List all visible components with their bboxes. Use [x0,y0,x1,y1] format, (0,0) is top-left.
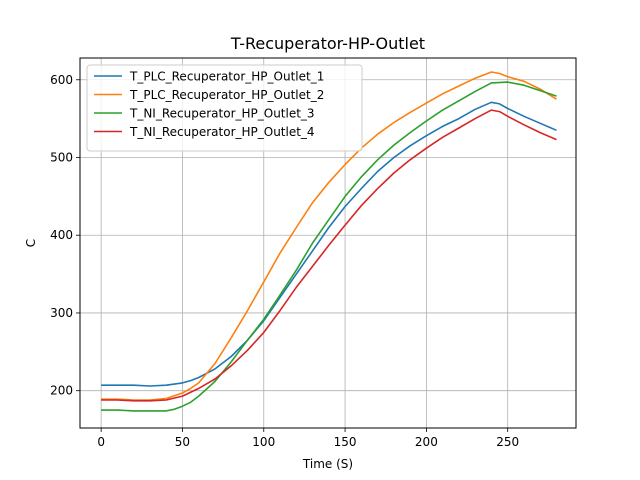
legend-label-4: T_NI_Recuperator_HP_Outlet_4 [129,125,315,139]
y-tick-label: 600 [50,73,73,87]
legend-label-2: T_PLC_Recuperator_HP_Outlet_2 [129,88,324,102]
x-tick-label: 0 [97,435,105,449]
chart-title: T-Recuperator-HP-Outlet [230,34,425,53]
plot-frame [79,57,577,429]
series-line-1 [101,101,557,387]
y-axis-ticks: 200 300 400 500 600 [50,73,80,398]
x-tick-label: 50 [175,435,190,449]
x-tick-label: 100 [252,435,275,449]
y-tick-label: 500 [50,150,73,164]
series-line-2 [101,71,557,401]
legend-label-1: T_PLC_Recuperator_HP_Outlet_1 [129,70,324,84]
x-axis-label: Time (S) [302,457,353,471]
y-tick-label: 400 [50,228,73,242]
series-line-3 [101,81,557,412]
legend-box [86,64,363,152]
series-lines [101,71,557,412]
legend: T_PLC_Recuperator_HP_Outlet_1 T_PLC_Recup… [86,64,363,152]
y-tick-label: 200 [50,384,73,398]
y-tick-label: 300 [50,306,73,320]
x-axis-ticks: 0 50 100 150 200 250 [97,428,519,449]
x-tick-label: 200 [415,435,438,449]
x-tick-label: 250 [496,435,519,449]
x-tick-label: 150 [334,435,357,449]
series-line-4 [101,109,557,402]
legend-label-3: T_NI_Recuperator_HP_Outlet_3 [129,107,315,121]
y-axis-label: C [24,239,38,247]
